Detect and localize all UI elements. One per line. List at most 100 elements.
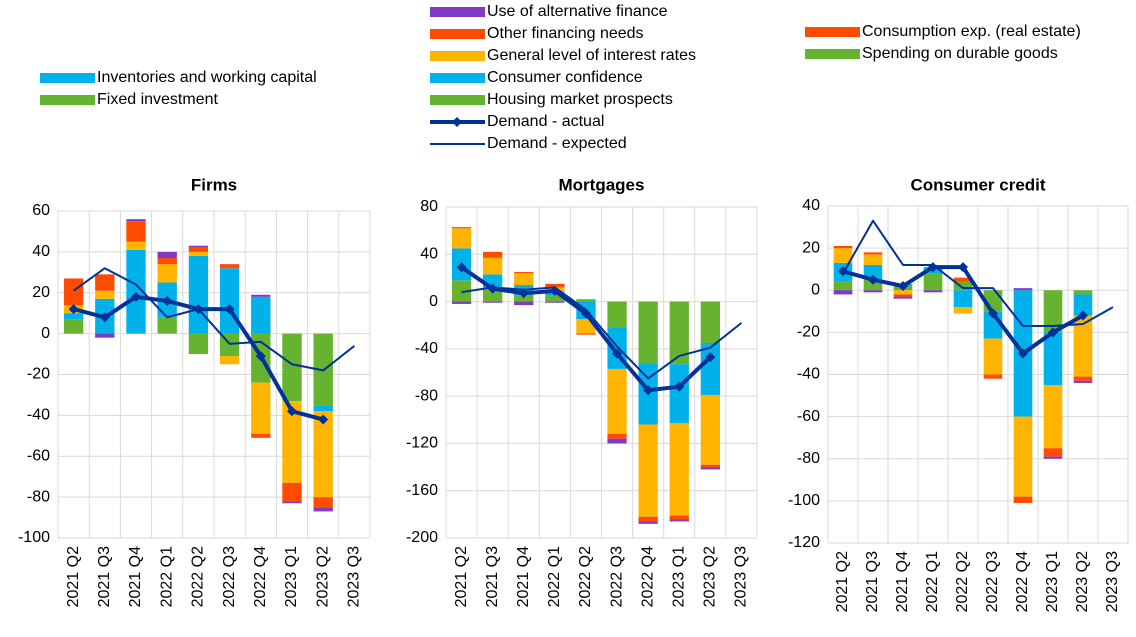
- x-tick-label: 2023 Q1: [670, 546, 687, 607]
- x-tick-label: 2022 Q4: [639, 546, 656, 607]
- bar-segment: [188, 251, 209, 256]
- bar-segment: [188, 247, 209, 252]
- x-tick-label: 2022 Q1: [924, 551, 941, 612]
- bar-segment: [893, 290, 913, 295]
- line-marker: [1018, 348, 1028, 359]
- bar-segment: [451, 301, 472, 304]
- legend-label: Demand - expected: [487, 135, 627, 152]
- line-marker: [898, 281, 908, 292]
- bar-segment: [126, 241, 146, 250]
- line-marker: [255, 351, 266, 362]
- y-tick-label: -120: [406, 435, 438, 452]
- y-tick-label: -80: [27, 488, 50, 505]
- x-tick-label: 2021 Q4: [515, 546, 532, 607]
- bar-segment: [1013, 496, 1033, 503]
- bar-segment: [669, 515, 689, 520]
- bar-segment: [188, 333, 209, 355]
- line-marker: [674, 381, 685, 392]
- x-tick-label: 2022 Q3: [984, 551, 1001, 612]
- bar-segment: [282, 401, 302, 483]
- line-marker: [612, 348, 623, 359]
- y-tick-label: 20: [802, 239, 820, 256]
- y-tick-label: -60: [797, 408, 820, 425]
- y-tick-label: 0: [429, 293, 438, 310]
- bar-segment: [953, 290, 973, 308]
- bar-segment: [638, 521, 658, 524]
- bar-segment: [1043, 290, 1063, 333]
- bar-segment: [251, 433, 271, 438]
- bar-segment: [953, 281, 973, 291]
- line-marker: [1078, 310, 1088, 321]
- x-tick-label: 2021 Q3: [864, 551, 881, 612]
- x-tick-label: 2022 Q2: [190, 546, 207, 607]
- bar-segment: [576, 299, 596, 302]
- legend-swatch: [430, 95, 485, 105]
- bar-segment: [451, 227, 472, 229]
- bar-segment: [251, 382, 271, 434]
- y-tick-label: -100: [788, 492, 820, 509]
- bar-segment: [483, 251, 503, 258]
- y-tick-label: -160: [406, 482, 438, 499]
- legend-label: Housing market prospects: [487, 91, 673, 108]
- bar-segment: [63, 319, 84, 334]
- bar-segment: [1073, 294, 1093, 316]
- y-tick-label: -40: [27, 407, 50, 424]
- bar-segment: [863, 290, 883, 293]
- x-tick-label: 2023 Q3: [1104, 551, 1121, 612]
- y-tick-label: -40: [797, 366, 820, 383]
- legend-label: Demand - actual: [487, 113, 604, 130]
- x-tick-label: 2023 Q3: [346, 546, 363, 607]
- bar-segment: [953, 307, 973, 314]
- bar-segment: [126, 219, 146, 222]
- y-tick-label: -20: [797, 324, 820, 341]
- x-tick-label: 2023 Q2: [702, 546, 719, 607]
- x-tick-label: 2023 Q2: [1074, 551, 1091, 612]
- line: [73, 267, 356, 372]
- bar-segment: [95, 274, 115, 291]
- bar-segment: [700, 464, 720, 468]
- bar-segment: [157, 258, 177, 265]
- x-tick-label: 2023 Q2: [314, 546, 331, 607]
- y-tick-label: -60: [27, 447, 50, 464]
- y-tick-label: -20: [27, 366, 50, 383]
- bar-segment: [157, 264, 177, 283]
- legend-swatch: [40, 73, 95, 83]
- line-marker: [68, 304, 79, 315]
- x-tick-label: 2021 Q4: [894, 551, 911, 612]
- line-marker: [318, 414, 329, 425]
- line-marker: [131, 291, 141, 302]
- bar-segment: [282, 482, 302, 502]
- bar-segment: [1013, 416, 1033, 497]
- bar-segment: [126, 249, 146, 334]
- y-tick-label: 40: [802, 197, 820, 214]
- line-marker: [99, 312, 110, 323]
- bar-segment: [863, 252, 883, 255]
- x-tick-label: 2023 Q1: [283, 546, 300, 607]
- x-tick-label: 2021 Q3: [484, 546, 501, 607]
- y-tick-label: 80: [420, 198, 438, 215]
- x-tick-label: 2023 Q3: [733, 546, 750, 607]
- bar-segment: [638, 424, 658, 517]
- bar-segment: [157, 317, 177, 334]
- line-marker: [705, 352, 716, 363]
- legend-label: Inventories and working capital: [97, 69, 317, 86]
- bar-segment: [1043, 385, 1063, 449]
- bar-segment: [1073, 380, 1093, 383]
- legend-swatch: [805, 27, 860, 37]
- bar-segment: [188, 245, 209, 248]
- bar-segment: [669, 364, 689, 424]
- line-marker: [643, 385, 654, 396]
- x-tick-label: 2022 Q4: [1014, 551, 1031, 612]
- line: [461, 286, 743, 380]
- line-marker: [1048, 327, 1058, 338]
- bar-segment: [863, 279, 883, 291]
- bar-segment: [451, 280, 472, 302]
- bar-segment: [1013, 288, 1033, 291]
- bar-segment: [514, 295, 534, 302]
- bar-segment: [126, 221, 146, 242]
- bar-segment: [607, 438, 627, 444]
- bar-segment: [893, 294, 913, 297]
- line-marker: [518, 288, 529, 299]
- bar-segment: [669, 301, 689, 365]
